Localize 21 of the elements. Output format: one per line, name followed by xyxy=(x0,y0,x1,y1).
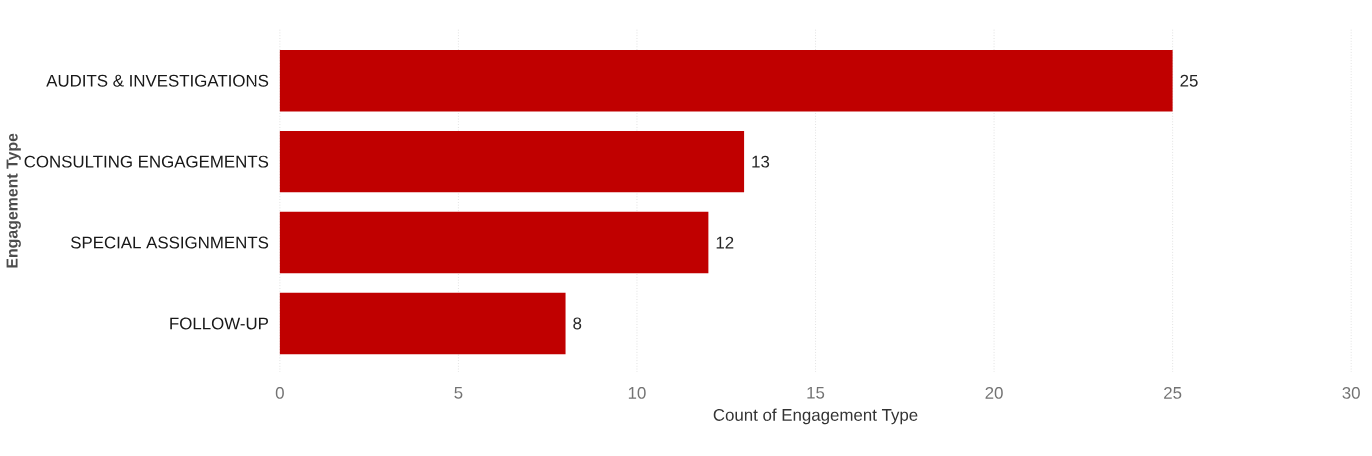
x-axis-title: Count of Engagement Type xyxy=(713,408,918,425)
data-label: 25 xyxy=(1180,74,1198,87)
x-tick-label: 30 xyxy=(1342,386,1360,399)
x-tick-label: 15 xyxy=(807,386,825,399)
y-axis-title: Engagement Type xyxy=(6,133,21,268)
x-tick-label: 20 xyxy=(985,386,1003,399)
x-tick-label: 5 xyxy=(454,386,463,399)
y-tick-label: SPECIAL ASSIGNMENTS xyxy=(71,236,269,249)
y-tick-label: AUDITS & INVESTIGATIONS xyxy=(46,74,269,87)
data-label: 12 xyxy=(716,236,734,249)
data-label: 13 xyxy=(752,155,770,168)
bar xyxy=(279,292,566,355)
x-tick-label: 0 xyxy=(275,386,284,399)
bar xyxy=(279,49,1173,112)
bar xyxy=(279,211,709,274)
x-tick-label: 10 xyxy=(628,386,646,399)
data-label: 8 xyxy=(573,317,582,330)
y-tick-label: FOLLOW-UP xyxy=(170,317,268,330)
y-tick-label: CONSULTING ENGAGEMENTS xyxy=(24,155,269,168)
bar xyxy=(279,130,745,193)
x-tick-label: 25 xyxy=(1164,386,1182,399)
